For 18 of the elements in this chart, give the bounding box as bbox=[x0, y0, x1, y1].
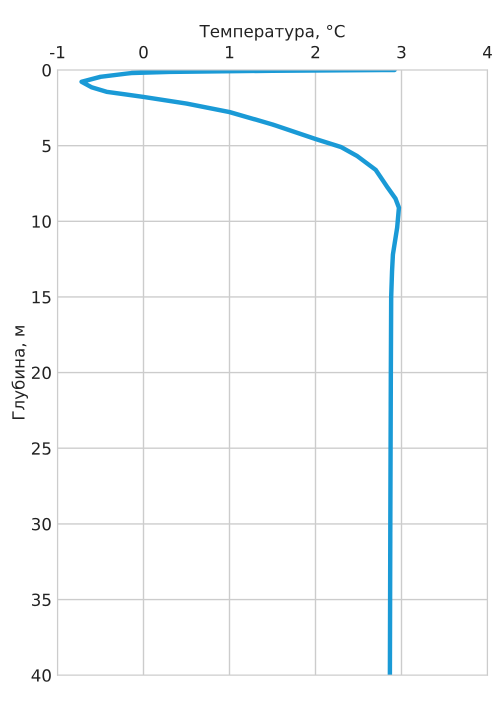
y-tick-label: 5 bbox=[42, 140, 50, 152]
y-tick-label: 25 bbox=[32, 442, 50, 455]
x-tick-label: 0 bbox=[139, 46, 148, 58]
y-tick-label: 40 bbox=[32, 669, 51, 682]
y-tick-label: 30 bbox=[32, 518, 51, 530]
x-tick-label: 4 bbox=[483, 46, 492, 58]
y-tick-label: 20 bbox=[32, 366, 51, 380]
y-tick-label: 35 bbox=[32, 594, 50, 606]
y-tick-label: 10 bbox=[32, 215, 51, 228]
line-series bbox=[79, 70, 402, 676]
x-tick-label: 2 bbox=[311, 46, 320, 58]
x-tick-label: -1 bbox=[50, 46, 64, 58]
y-tick-label: 0 bbox=[42, 64, 51, 77]
y-axis-title: Глубина, м bbox=[12, 326, 28, 419]
y-tick-label: 15 bbox=[32, 291, 50, 304]
x-tick-label: 3 bbox=[397, 46, 406, 58]
x-tick-label: 1 bbox=[226, 46, 234, 58]
x-axis-title: Температура, °C bbox=[200, 24, 345, 41]
